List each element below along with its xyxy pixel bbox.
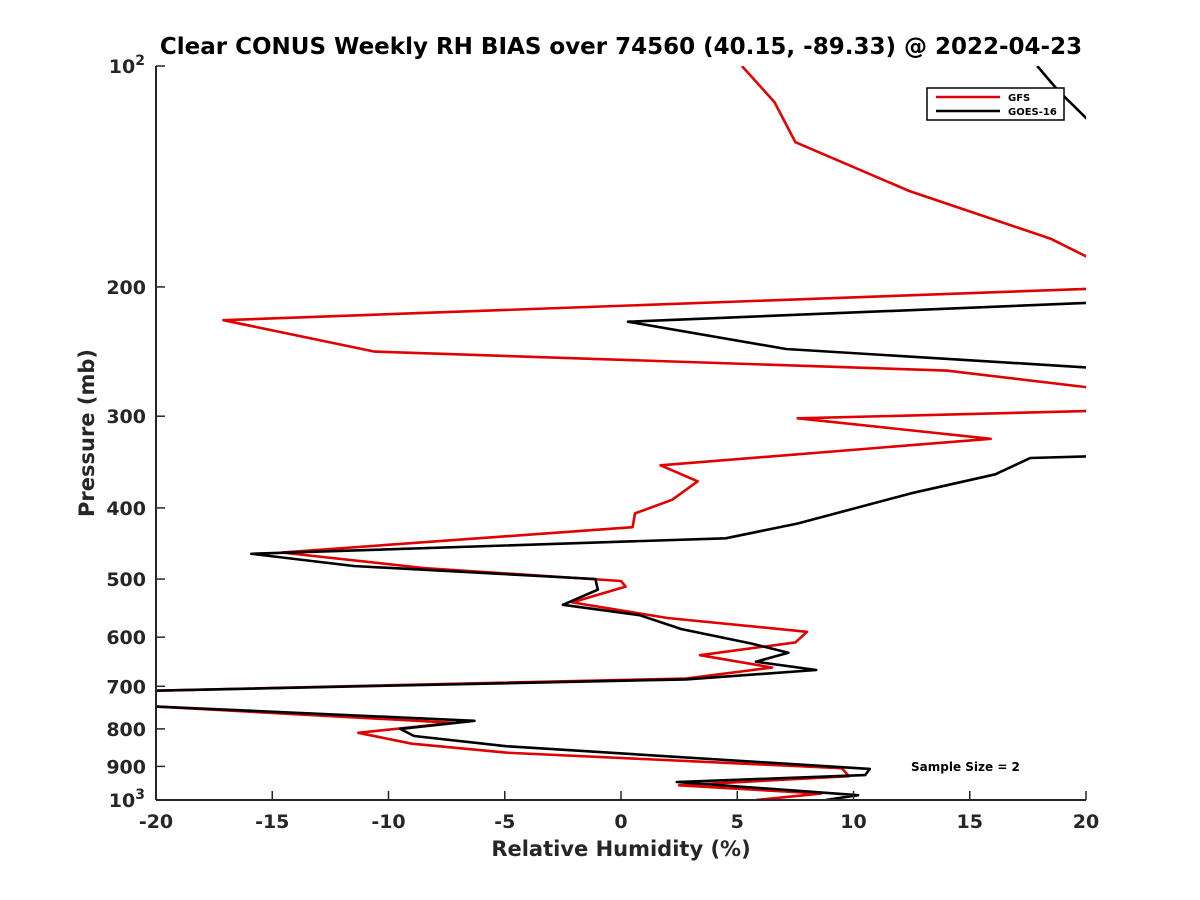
legend-label-gfs: GFS: [1008, 93, 1030, 104]
legend-box: [926, 87, 1065, 121]
y-tick-label: 300: [106, 406, 146, 428]
y-tick-label: 700: [106, 676, 146, 698]
legend: GFS GOES-16: [926, 87, 1065, 121]
legend-label-goes16: GOES-16: [1008, 107, 1057, 118]
y-ticks: 200 300 400 500 600 700 800 900 102 103: [106, 53, 165, 812]
y-tick-label: 500: [106, 569, 146, 591]
x-tick-label: -15: [255, 811, 289, 833]
x-tick-label: 20: [1073, 811, 1099, 833]
series-line-gfs: [156, 66, 1086, 800]
sample-size-annotation: Sample Size = 2: [911, 760, 1020, 774]
y-tick-label: 200: [106, 277, 146, 299]
x-tick-label: 0: [614, 811, 627, 833]
chart-title: Clear CONUS Weekly RH BIAS over 74560 (4…: [160, 34, 1082, 60]
series-line-goes16: [156, 66, 1086, 800]
x-ticks: -20 -15 -10 -5 0 5 10 15 20: [139, 791, 1099, 833]
y-tick-label: 103: [109, 787, 145, 812]
y-tick-label: 800: [106, 719, 146, 741]
x-axis-label: Relative Humidity (%): [491, 837, 750, 861]
y-tick-label: 900: [106, 756, 146, 778]
y-tick-label: 400: [106, 498, 146, 520]
x-tick-label: 10: [840, 811, 866, 833]
series-layer: [156, 66, 1086, 800]
y-axis-label: Pressure (mb): [75, 349, 99, 517]
x-tick-label: -10: [371, 811, 405, 833]
x-tick-label: -20: [139, 811, 173, 833]
y-tick-label: 102: [109, 53, 145, 78]
x-tick-label: 5: [731, 811, 744, 833]
x-tick-label: -5: [494, 811, 515, 833]
x-tick-label: 15: [957, 811, 983, 833]
y-tick-label: 600: [106, 627, 146, 649]
